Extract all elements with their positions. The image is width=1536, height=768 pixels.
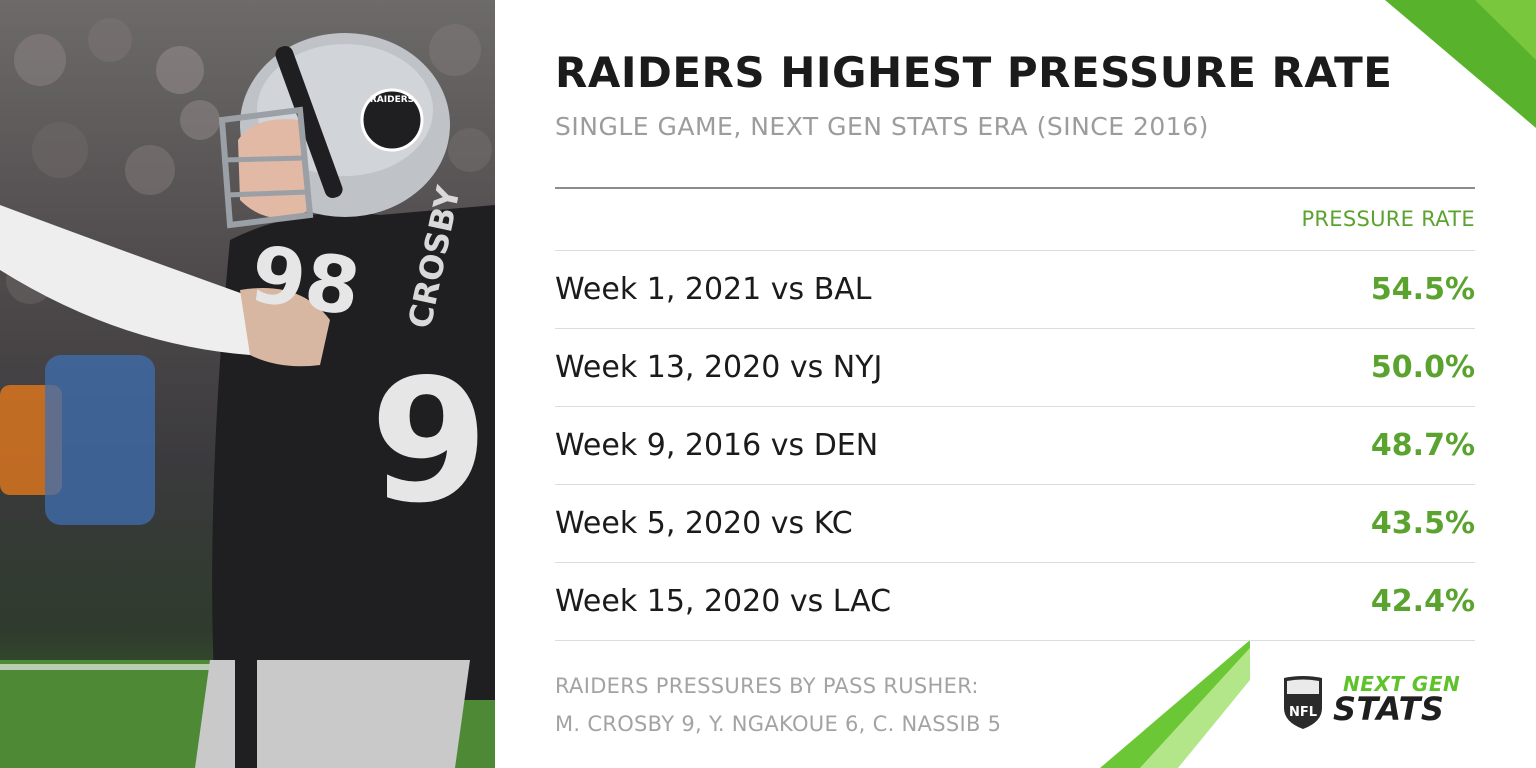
player-face <box>238 119 310 218</box>
corner-decoration-bottom <box>1100 640 1250 768</box>
table-row: Week 9, 2016 vs DEN 48.7% <box>555 407 1475 485</box>
row-game: Week 15, 2020 vs LAC <box>555 583 892 619</box>
pants <box>195 660 470 768</box>
row-game: Week 9, 2016 vs DEN <box>555 427 879 463</box>
pressure-rate-table: PRESSURE RATE Week 1, 2021 vs BAL 54.5% … <box>555 187 1475 641</box>
page-subtitle: SINGLE GAME, NEXT GEN STATS ERA (SINCE 2… <box>555 112 1209 141</box>
player-photo: RAIDERS 98 98 CROSBY <box>0 0 495 768</box>
footnote: RAIDERS PRESSURES BY PASS RUSHER: M. CRO… <box>555 672 1175 748</box>
column-header-pressure-rate: PRESSURE RATE <box>1301 207 1475 231</box>
row-rate: 50.0% <box>1370 349 1475 385</box>
table-row: Week 15, 2020 vs LAC 42.4% <box>555 563 1475 641</box>
row-rate: 42.4% <box>1370 583 1475 619</box>
next-gen-stats-logo: NFL NEXT GEN STATS <box>1281 672 1481 732</box>
table-top-rule <box>555 187 1475 189</box>
player-illustration: RAIDERS 98 98 CROSBY <box>0 18 495 768</box>
row-rate: 48.7% <box>1370 427 1475 463</box>
helmet-logo-text: RAIDERS <box>370 95 414 105</box>
content-panel: RAIDERS HIGHEST PRESSURE RATE SINGLE GAM… <box>495 0 1536 768</box>
brand-line-1: NEXT GEN <box>1343 672 1461 696</box>
page-title: RAIDERS HIGHEST PRESSURE RATE <box>555 48 1393 97</box>
raiders-helmet-logo <box>360 88 424 152</box>
brand-line-2: STATS <box>1333 690 1445 728</box>
row-rate: 54.5% <box>1370 271 1475 307</box>
nfl-shield-icon: NFL <box>1284 676 1322 729</box>
row-game: Week 1, 2021 vs BAL <box>555 271 872 307</box>
row-game: Week 5, 2020 vs KC <box>555 505 853 541</box>
row-rate: 43.5% <box>1370 505 1475 541</box>
footnote-line-2: M. CROSBY 9, Y. NGAKOUE 6, C. NASSIB 5 <box>555 712 1002 736</box>
crowd-background <box>6 18 492 304</box>
jersey-number-chest: 98 <box>370 343 495 541</box>
row-game: Week 13, 2020 vs NYJ <box>555 349 883 385</box>
jersey-number-shoulder: 98 <box>245 230 365 334</box>
crowd-blue-figure <box>45 355 155 525</box>
footnote-line-1: RAIDERS PRESSURES BY PASS RUSHER: <box>555 674 979 698</box>
arm-sleeve <box>0 205 260 355</box>
table-column-header: PRESSURE RATE <box>555 189 1475 251</box>
table-row: Week 1, 2021 vs BAL 54.5% <box>555 251 1475 329</box>
nfl-shield-text: NFL <box>1289 705 1317 720</box>
table-row: Week 13, 2020 vs NYJ 50.0% <box>555 329 1475 407</box>
table-row: Week 5, 2020 vs KC 43.5% <box>555 485 1475 563</box>
corner-decoration-top <box>1385 0 1536 128</box>
facemask <box>218 106 314 229</box>
